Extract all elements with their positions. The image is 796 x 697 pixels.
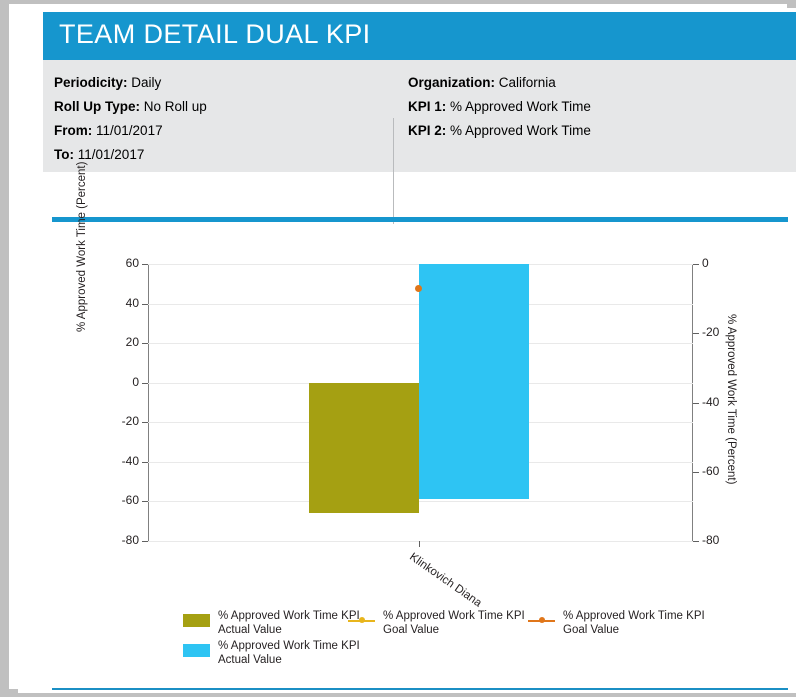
- legend-color-swatch: [183, 614, 210, 627]
- chart-legend: % Approved Work Time KPI Actual Value% Ap…: [18, 610, 796, 680]
- meta-value-rollup-type: No Roll up: [143, 99, 207, 114]
- meta-label-periodicity: Periodicity:: [54, 75, 128, 90]
- legend-label-line1: % Approved Work Time KPI: [563, 610, 705, 622]
- meta-label-rollup-type: Roll Up Type:: [54, 99, 140, 114]
- meta-value-kpi-2: % Approved Work Time: [450, 123, 591, 138]
- legend-label-line1: % Approved Work Time KPI: [218, 610, 360, 622]
- page-title: TEAM DETAIL DUAL KPI: [59, 19, 371, 49]
- legend-label-line1: % Approved Work Time KPI: [383, 610, 525, 622]
- legend-line-swatch: [528, 614, 555, 627]
- legend-color-swatch: [183, 644, 210, 657]
- meta-divider: [393, 118, 394, 224]
- legend-label-line2: Goal Value: [383, 623, 440, 636]
- right-axis-tick-label: -80: [702, 533, 720, 547]
- chart-top-rule: [52, 217, 788, 222]
- legend-label: % Approved Work Time KPI Actual Value: [218, 610, 360, 637]
- right-axis-line: [692, 264, 693, 541]
- legend-label: % Approved Work Time KPI Actual Value: [218, 640, 360, 667]
- right-axis-tick: [693, 471, 699, 473]
- left-axis-tick-label: -20: [121, 414, 139, 429]
- category-tick: [419, 541, 420, 547]
- left-axis-tick: [142, 264, 148, 265]
- left-axis-line: [148, 264, 149, 541]
- meta-row-from: From: 11/01/2017: [54, 119, 207, 143]
- meta-value-from: 11/01/2017: [96, 123, 163, 138]
- right-axis-tick: [693, 541, 699, 542]
- legend-label-line2: Goal Value: [563, 623, 620, 636]
- left-axis-tick-label: 60: [125, 256, 139, 270]
- left-axis-tick: [142, 461, 148, 463]
- page-bottom-rule: [52, 688, 788, 690]
- legend-line-swatch: [348, 614, 375, 627]
- right-axis-tick: [693, 402, 699, 404]
- left-axis-tick-label: 0: [132, 374, 139, 389]
- meta-value-organization: California: [498, 75, 556, 90]
- legend-item[interactable]: % Approved Work Time KPI Actual Value: [183, 640, 360, 667]
- gridline: [148, 501, 693, 503]
- meta-label-kpi-1: KPI 1:: [408, 99, 447, 114]
- legend-item[interactable]: % Approved Work Time KPI Goal Value: [528, 610, 705, 637]
- bar-2[interactable]: [419, 264, 529, 500]
- meta-label-organization: Organization:: [408, 75, 495, 90]
- report-sheet: TEAM DETAIL DUAL KPI Periodicity: Daily …: [18, 8, 796, 693]
- right-axis-title: % Approved Work Time (Percent): [725, 314, 737, 485]
- left-axis-tick-label: 20: [125, 335, 139, 350]
- meta-column-left: Periodicity: Daily Roll Up Type: No Roll…: [54, 71, 207, 167]
- right-axis-tick-label: -20: [702, 325, 720, 340]
- legend-label-line1: % Approved Work Time KPI: [218, 640, 360, 652]
- legend-label: % Approved Work Time KPI Goal Value: [563, 610, 705, 637]
- report-title-bar: TEAM DETAIL DUAL KPI: [43, 12, 796, 60]
- right-axis-tick: [693, 264, 699, 265]
- left-axis-tick-label: -60: [121, 493, 139, 508]
- left-axis-tick-label: -80: [121, 533, 139, 547]
- meta-value-to: 11/01/2017: [77, 147, 145, 162]
- right-axis-tick-label: -60: [702, 463, 720, 478]
- right-axis-tick-label: -40: [702, 394, 720, 409]
- right-axis-tick-label: 0: [702, 256, 709, 270]
- left-axis-title: % Approved Work Time (Percent): [76, 161, 88, 332]
- left-axis-tick-label: 40: [125, 295, 139, 310]
- left-axis-tick-label: -40: [121, 453, 139, 468]
- left-axis-tick: [142, 382, 148, 384]
- meta-label-from: From:: [54, 123, 93, 138]
- meta-row-to: To: 11/01/2017: [54, 143, 207, 167]
- meta-row-rollup-type: Roll Up Type: No Roll up: [54, 95, 207, 119]
- meta-row-organization: Organization: California: [408, 71, 591, 95]
- meta-label-kpi-2: KPI 2:: [408, 123, 447, 138]
- goal-value-marker[interactable]: [415, 285, 422, 293]
- plot-area: 60 40 20 0 -20 -40 -60 -80 0 -20 -40 -60 -80 Klinkovi…: [122, 256, 720, 610]
- left-axis-tick: [142, 501, 148, 503]
- left-axis-tick: [142, 343, 148, 345]
- legend-item[interactable]: % Approved Work Time KPI Goal Value: [348, 610, 525, 637]
- meta-row-kpi-2: KPI 2: % Approved Work Time: [408, 119, 591, 143]
- dual-kpi-chart: % Approved Work Time (Percent) % Approve…: [18, 162, 796, 666]
- meta-column-right: Organization: California KPI 1: % Approv…: [408, 71, 591, 143]
- legend-label-line2: Actual Value: [218, 653, 282, 666]
- meta-row-periodicity: Periodicity: Daily: [54, 71, 207, 95]
- left-axis-tick: [142, 422, 148, 424]
- bar-1[interactable]: [309, 382, 419, 514]
- meta-value-kpi-1: % Approved Work Time: [450, 99, 591, 114]
- report-meta-band: Periodicity: Daily Roll Up Type: No Roll…: [43, 60, 796, 224]
- category-label: Klinkovich Diana: [407, 551, 484, 610]
- meta-value-periodicity: Daily: [131, 75, 162, 90]
- legend-label: % Approved Work Time KPI Goal Value: [383, 610, 525, 637]
- left-axis-tick: [142, 541, 148, 542]
- legend-label-line2: Actual Value: [218, 623, 282, 636]
- right-axis-tick: [693, 333, 699, 335]
- legend-item[interactable]: % Approved Work Time KPI Actual Value: [183, 610, 360, 637]
- meta-row-kpi-1: KPI 1: % Approved Work Time: [408, 95, 591, 119]
- meta-label-to: To:: [54, 147, 74, 162]
- gridline: [148, 541, 693, 542]
- left-axis-tick: [142, 303, 148, 305]
